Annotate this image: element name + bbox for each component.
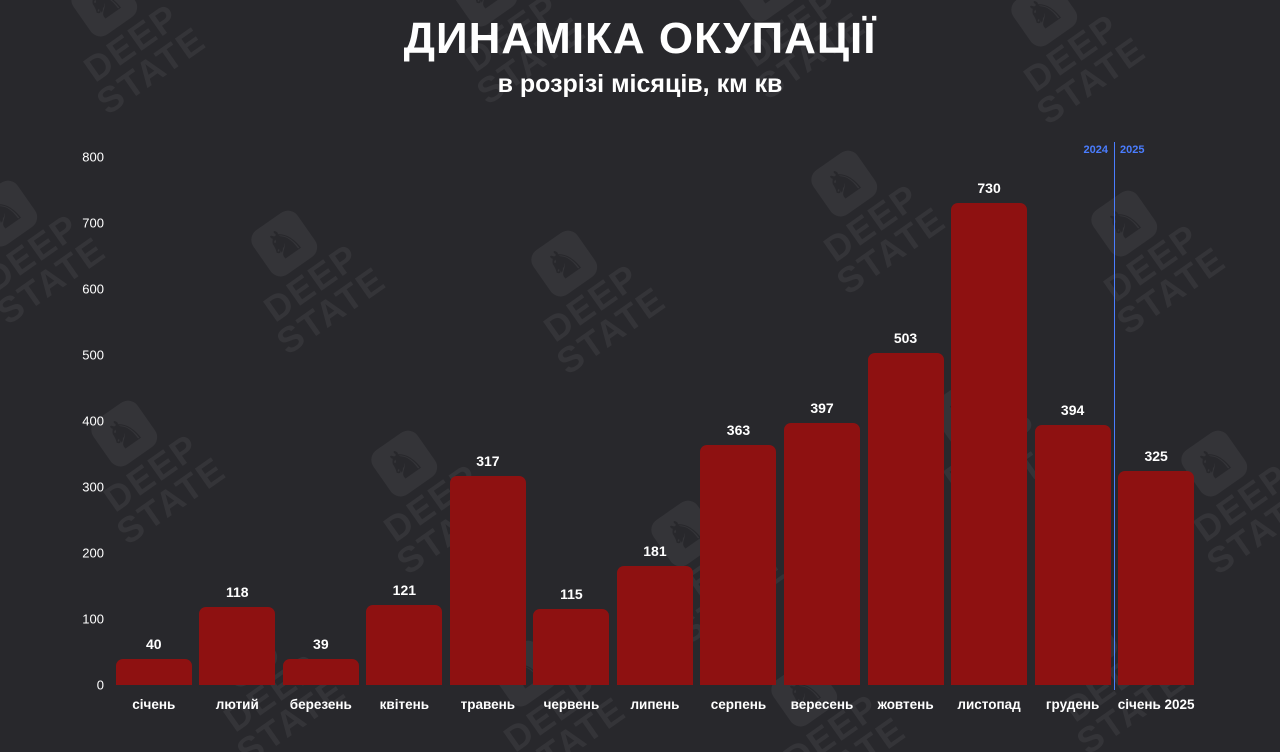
- y-axis: 0 100 200 300 400 500 600 700 800: [58, 150, 104, 693]
- y-tick-label: 100: [82, 611, 104, 627]
- y-tick-label: 0: [96, 677, 104, 693]
- bar: [784, 422, 861, 685]
- bar-value-label: 394: [1060, 401, 1085, 418]
- year-label-2024: 2024: [1083, 144, 1108, 156]
- x-axis-label: лютий: [215, 697, 259, 712]
- y-tick-label: 700: [82, 215, 104, 231]
- bar-value-label: 40: [145, 635, 162, 652]
- x-axis-label: грудень: [1045, 697, 1100, 712]
- bar-column: 317: [446, 157, 530, 685]
- x-axis-label: жовтень: [877, 697, 934, 712]
- bar-value-label: 503: [893, 330, 918, 347]
- y-tick-label: 500: [82, 347, 104, 363]
- y-tick-label: 600: [82, 281, 104, 297]
- bar-value-label: 730: [977, 180, 1001, 197]
- x-axis-label: травень: [460, 697, 516, 712]
- bar: [1118, 470, 1195, 685]
- x-axis-label: січень 2025: [1117, 697, 1195, 712]
- bar-column: 118: [196, 157, 280, 685]
- bar-value-label: 325: [1144, 447, 1168, 464]
- bar: [366, 605, 443, 685]
- x-axis-label: січень: [132, 697, 176, 712]
- x-axis-label: листопад: [957, 697, 1021, 712]
- x-axis-label: серпень: [710, 697, 767, 712]
- year-label-2025: 2025: [1120, 144, 1145, 156]
- bar-column: 503: [864, 157, 948, 685]
- bar-column: 39: [279, 157, 363, 685]
- bar-value-label: 118: [226, 584, 249, 601]
- bar: [282, 659, 359, 685]
- bar: [115, 658, 192, 685]
- bar-value-label: 121: [392, 582, 417, 599]
- bar-column: 121: [363, 157, 447, 685]
- y-tick-label: 200: [82, 545, 104, 561]
- y-tick-label: 400: [82, 413, 104, 429]
- bar: [616, 565, 693, 685]
- chart-subtitle: в розрізі місяців, км кв: [497, 70, 783, 98]
- x-axis: січень лютий березень квітень травень червень…: [112, 697, 1198, 712]
- chart-title: ДИНАМІКА ОКУПАЦІЇ: [403, 14, 877, 63]
- bar-column: 115: [530, 157, 614, 685]
- bar-column: 325: [1114, 157, 1198, 685]
- bar-value-label: 397: [810, 399, 834, 416]
- bar-value-label: 115: [560, 586, 583, 603]
- bar: [1034, 424, 1111, 685]
- bar-value-label: 317: [476, 452, 500, 469]
- y-tick-label: 300: [82, 479, 104, 495]
- bar-column: 397: [780, 157, 864, 685]
- bar-value-label: 363: [726, 422, 751, 439]
- bar-column: 363: [697, 157, 781, 685]
- x-axis-label: березень: [289, 697, 352, 712]
- bar: [951, 203, 1028, 685]
- bar-column: 40: [112, 157, 196, 685]
- x-axis-label: липень: [630, 697, 680, 712]
- x-axis-label: вересень: [790, 697, 854, 712]
- y-tick-label: 800: [82, 149, 104, 165]
- plot-area: 40 118 39 121 317 115 181 363 397 503 730 394 325: [112, 157, 1198, 685]
- bar-column: 181: [613, 157, 697, 685]
- bar-column: 394: [1031, 157, 1115, 685]
- bar-column: 730: [947, 157, 1031, 685]
- x-axis-label: червень: [543, 697, 600, 712]
- bar-value-label: 39: [313, 636, 329, 653]
- year-separator-line: [1114, 142, 1115, 690]
- chart-header: ДИНАМІКА ОКУПАЦІЇ в розрізі місяців, км …: [0, 14, 1280, 99]
- bar-value-label: 181: [643, 542, 667, 559]
- x-axis-label: квітень: [379, 697, 430, 712]
- bar: [199, 607, 276, 685]
- bar: [449, 475, 526, 685]
- bar: [533, 609, 610, 685]
- bar: [700, 445, 777, 685]
- bar: [867, 353, 944, 685]
